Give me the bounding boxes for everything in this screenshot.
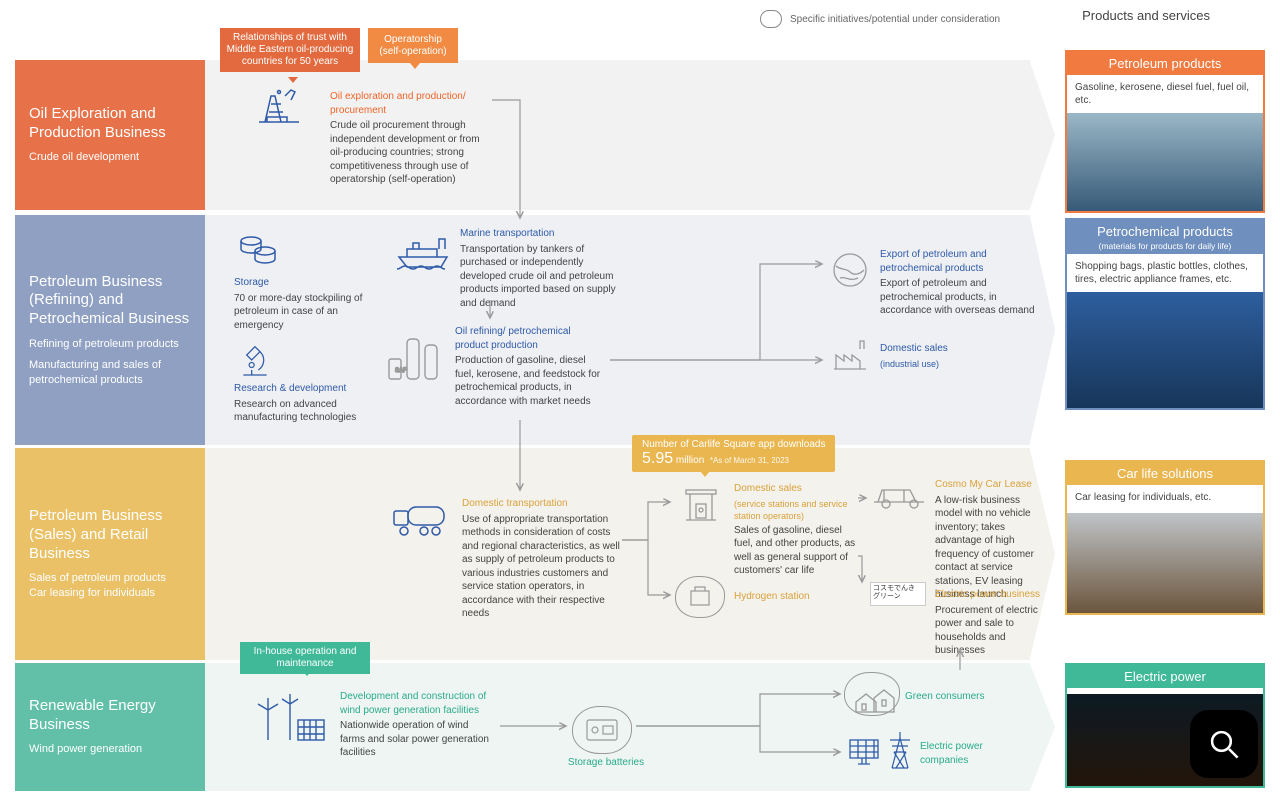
product-image [1067,113,1263,211]
product-card: Petroleum productsGasoline, kerosene, di… [1065,50,1265,213]
product-title: Petroleum products [1067,52,1263,75]
search-button[interactable] [1190,710,1258,778]
products-header: Products and services [1082,8,1210,23]
product-text: Shopping bags, plastic bottles, clothes,… [1067,254,1263,292]
product-subtitle: (materials for products for daily life) [1067,241,1263,254]
product-image [1067,513,1263,613]
product-card: Petrochemical products(materials for pro… [1065,218,1265,410]
product-title: Petrochemical products [1067,220,1263,243]
product-text: Car leasing for individuals, etc. [1067,485,1263,513]
search-icon [1207,727,1241,761]
product-image [1067,292,1263,408]
product-title: Car life solutions [1067,462,1263,485]
flow-arrows [0,0,1060,800]
product-title: Electric power [1067,665,1263,688]
product-text: Gasoline, kerosene, diesel fuel, fuel oi… [1067,75,1263,113]
product-card: Car life solutionsCar leasing for indivi… [1065,460,1265,615]
